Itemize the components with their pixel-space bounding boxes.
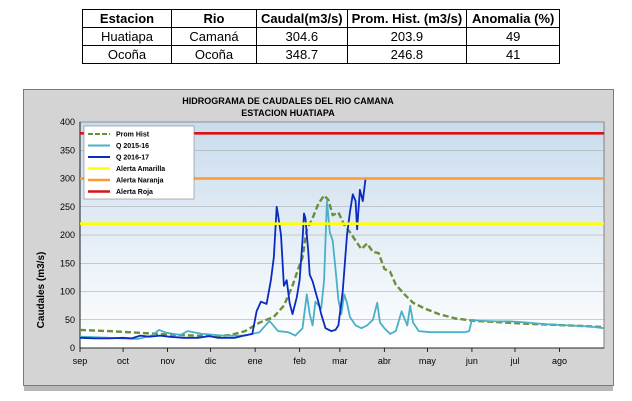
col-header-caudal: Caudal(m3/s) xyxy=(256,9,348,28)
cell-estacion: Ocoña xyxy=(82,45,172,64)
chart-subtitle: ESTACION HUATIAPA xyxy=(241,108,335,118)
legend-label: Alerta Amarilla xyxy=(116,166,165,173)
y-tick-label: 50 xyxy=(65,315,75,325)
y-tick-label: 150 xyxy=(60,258,75,268)
col-header-prom-hist: Prom. Hist. (m3/s) xyxy=(346,9,468,28)
series-prom-hist xyxy=(79,194,605,338)
legend-label: Q 2015-16 xyxy=(116,143,149,150)
legend-label: Alerta Roja xyxy=(116,189,153,196)
legend-label: Prom Hist xyxy=(116,132,150,139)
y-tick-label: 300 xyxy=(60,174,75,184)
cell-caudal: 348.7 xyxy=(256,45,348,64)
cell-estacion: Huatiapa xyxy=(82,27,172,46)
cell-anomalia: 49 xyxy=(466,27,561,46)
cell-prom-hist: 203.9 xyxy=(346,27,468,46)
x-tick-label: jul xyxy=(509,356,519,366)
summary-table: Estacion Rio Caudal(m3/s) Prom. Hist. (m… xyxy=(82,9,561,64)
x-tick-label: ago xyxy=(552,356,567,366)
legend-label: Alerta Naranja xyxy=(116,178,164,185)
y-axis-label: Caudales (m3/s) xyxy=(36,252,47,329)
x-tick-label: sep xyxy=(73,356,88,366)
y-tick-label: 200 xyxy=(60,230,75,240)
legend-box xyxy=(83,125,195,200)
table-row: Huatiapa Camaná 304.6 203.9 49 xyxy=(82,27,561,46)
cell-caudal: 304.6 xyxy=(256,27,348,46)
x-tick-label: abr xyxy=(378,356,391,366)
col-header-rio: Rio xyxy=(171,9,257,28)
y-tick-label: 400 xyxy=(60,117,75,127)
x-tick-label: may xyxy=(419,356,437,366)
y-tick-label: 250 xyxy=(60,202,75,212)
col-header-anomalia: Anomalia (%) xyxy=(466,9,561,28)
hydrograph-chart: HIDROGRAMA DE CAUDALES DEL RIO CAMANA ES… xyxy=(36,96,605,366)
y-tick-label: 100 xyxy=(60,287,75,297)
x-tick-label: jun xyxy=(465,356,478,366)
cell-anomalia: 41 xyxy=(466,45,561,64)
cell-rio: Ocoña xyxy=(171,45,257,64)
cell-rio: Camaná xyxy=(171,27,257,46)
y-tick-label: 350 xyxy=(60,145,75,155)
x-tick-label: dic xyxy=(205,356,217,366)
chart-frame: HIDROGRAMA DE CAUDALES DEL RIO CAMANA ES… xyxy=(23,89,614,391)
x-tick-label: oct xyxy=(117,356,130,366)
cell-prom-hist: 246.8 xyxy=(346,45,468,64)
series-q-2016-17 xyxy=(79,177,367,340)
col-header-estacion: Estacion xyxy=(82,9,172,28)
x-tick-label: mar xyxy=(332,356,348,366)
x-tick-label: ene xyxy=(248,356,263,366)
table-row: Ocoña Ocoña 348.7 246.8 41 xyxy=(82,45,561,64)
plot-area: 0 50 100 150 200 250 300 350 400 sep oct nov dic ene f… xyxy=(60,117,605,366)
summary-header-row: Estacion Rio Caudal(m3/s) Prom. Hist. (m… xyxy=(82,9,561,28)
chart-title: HIDROGRAMA DE CAUDALES DEL RIO CAMANA xyxy=(182,96,394,106)
legend-label: Q 2016-17 xyxy=(116,155,149,162)
x-tick-label: nov xyxy=(160,356,175,366)
y-tick-label: 0 xyxy=(70,343,75,353)
x-tick-label: feb xyxy=(293,356,306,366)
